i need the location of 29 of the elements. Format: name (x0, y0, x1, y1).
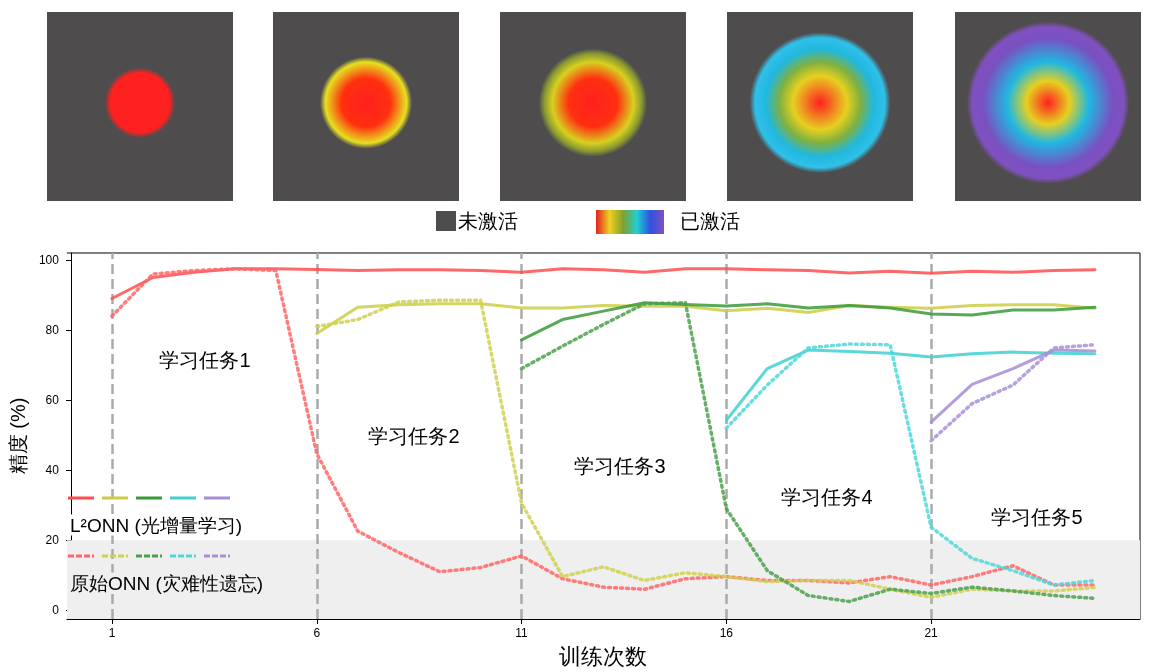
x-tick-label: 6 (313, 626, 321, 640)
x-tick-label: 16 (719, 626, 734, 640)
text: 未激活 (458, 209, 518, 234)
annotation: 学习任务1 (159, 349, 251, 371)
y-tick-label: 0 (52, 603, 60, 618)
line-series (519, 300, 1097, 604)
y-tick-label: 60 (45, 393, 60, 408)
line-series (520, 301, 1097, 342)
annotation: 学习任务3 (574, 455, 666, 477)
y-tick-label: 40 (45, 463, 60, 478)
text: 已激活 (680, 209, 740, 234)
line-series (110, 267, 1097, 301)
annotation: 学习任务4 (781, 486, 873, 508)
x-tick-label: 1 (108, 626, 116, 640)
y-tick-label: 100 (38, 253, 60, 267)
y-tick-label: 20 (45, 533, 60, 548)
y-tick-label: 80 (45, 323, 60, 338)
line-series (315, 298, 1097, 600)
line-series (724, 348, 1097, 422)
x-tick-label: 21 (924, 626, 939, 640)
y-axis-title: 精度 (%) (7, 397, 29, 475)
x-tick-label: 11 (515, 626, 529, 640)
annotation: 学习任务2 (368, 425, 460, 447)
line-series (724, 342, 1097, 587)
line-series (929, 343, 1097, 443)
annotation: 学习任务5 (991, 506, 1083, 528)
annotation: 原始ONN (灾难性遗忘) (70, 572, 264, 594)
annotation: L²ONN (光增量学习) (70, 514, 243, 536)
x-axis-title: 训练次数 (559, 643, 648, 669)
